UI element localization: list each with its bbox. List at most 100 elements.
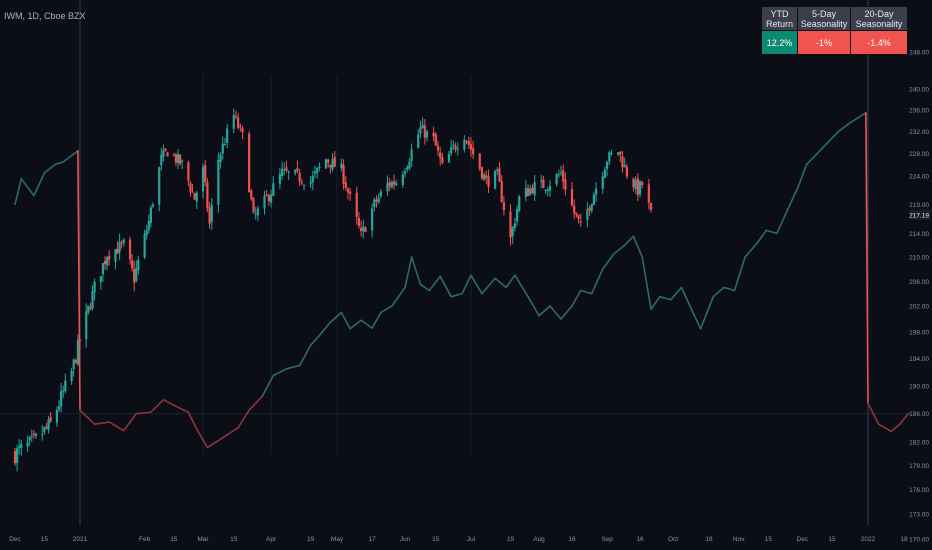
candle-body	[34, 433, 38, 436]
seasonality-segment	[680, 286, 691, 307]
symbol-title[interactable]: IWM, 1D, Cboe BZX	[4, 11, 86, 21]
seasonality-segment	[470, 274, 483, 295]
candle-body	[41, 434, 44, 436]
x-tick-label: Mar	[197, 536, 209, 543]
candle-body	[60, 391, 63, 407]
x-tick-label: 18	[900, 536, 908, 543]
candle-body	[131, 260, 134, 269]
candle-body	[616, 152, 620, 155]
candle-body	[392, 181, 396, 185]
seasonality-segment	[670, 286, 683, 301]
seasonality-segment	[494, 277, 507, 289]
candle-body	[298, 172, 301, 182]
seasonality-segment	[298, 344, 312, 367]
seasonality-table: YTD Return 5-Day Seasonality 20-Day Seas…	[761, 6, 908, 55]
seasonality-segment	[108, 421, 125, 432]
candle-body	[201, 166, 205, 192]
seasonality-segment	[79, 409, 96, 426]
x-tick-label: 15	[41, 536, 49, 543]
y-tick-label: 194.00	[909, 356, 929, 363]
candle-body	[329, 164, 332, 168]
candle-body	[32, 433, 35, 435]
candle-body	[164, 148, 167, 151]
seasonality-segment	[527, 295, 540, 317]
x-tick-label: Dec	[797, 536, 809, 543]
seasonality-segment	[77, 150, 81, 411]
candle-body	[570, 189, 574, 206]
candle-body	[250, 190, 253, 200]
candle-body	[143, 233, 146, 258]
candle-body	[114, 249, 117, 262]
candle-body	[187, 162, 190, 182]
candle-body	[371, 208, 374, 231]
candle-body	[529, 188, 532, 195]
candle-body	[89, 308, 92, 310]
candle-body	[166, 152, 169, 157]
y-tick-label: 224.00	[909, 173, 929, 180]
candle-body	[294, 169, 297, 174]
candle-body	[480, 167, 484, 179]
candle-body	[278, 174, 281, 184]
y-tick-label: 240.00	[909, 87, 929, 94]
seasonality-segment	[723, 286, 736, 292]
candle-body	[252, 198, 255, 213]
candle-body	[524, 188, 527, 198]
seasonality-segment	[867, 402, 880, 426]
candle-body	[318, 166, 321, 169]
seasonality-segment	[848, 112, 867, 125]
candle-body	[221, 143, 224, 154]
candle-body	[30, 435, 33, 437]
candle-body	[311, 175, 314, 183]
candle-body	[208, 207, 211, 224]
y-tick-label: 202.00	[909, 304, 929, 311]
seasonality-segment	[776, 209, 789, 235]
x-tick-label: 15	[170, 536, 178, 543]
seasonality-segment	[571, 289, 582, 307]
candle-body	[269, 194, 273, 203]
candle-body	[357, 217, 361, 227]
candle-body	[364, 227, 367, 232]
candle-body	[13, 451, 17, 464]
candle-body	[410, 149, 413, 162]
y-tick-label: 176.00	[909, 487, 929, 494]
candle-body	[557, 174, 560, 176]
seasonality-segment	[33, 172, 46, 197]
candle-body	[210, 204, 213, 222]
candle-body	[592, 194, 596, 206]
candle-body	[237, 117, 240, 128]
x-tick-label: Dec	[9, 536, 21, 543]
candle-body	[478, 153, 481, 169]
seasonality-segment	[329, 311, 343, 324]
candle-body	[542, 179, 545, 189]
seasonality-segment	[877, 423, 893, 433]
seasonality-segment	[340, 311, 351, 330]
candle-body	[485, 175, 488, 178]
y-tick-label: 170.00	[909, 537, 929, 544]
seasonality-segment	[162, 398, 175, 407]
candle-body	[502, 202, 505, 211]
candle-body	[483, 174, 486, 180]
candle-body	[346, 188, 350, 193]
candle-body	[377, 197, 380, 203]
y-tick-label: 214.00	[909, 231, 929, 238]
candle-body	[72, 359, 75, 369]
candle-body	[386, 182, 389, 192]
candle-body	[78, 339, 82, 342]
seasonality-segment	[514, 274, 529, 298]
20-day-seasonality-value: -1.4%	[850, 30, 908, 55]
candle-body	[623, 165, 626, 168]
candle-body	[456, 148, 459, 150]
candle-body	[526, 188, 530, 197]
candle-body	[641, 182, 644, 186]
seasonality-segment	[505, 274, 516, 289]
candle-body	[610, 153, 613, 155]
seasonality-segment	[404, 256, 413, 289]
candle-body	[137, 259, 140, 270]
candle-body	[285, 167, 288, 171]
candle-body	[158, 167, 161, 205]
candle-body	[204, 165, 207, 182]
seasonality-segment	[890, 423, 901, 433]
candle-body	[546, 189, 549, 192]
